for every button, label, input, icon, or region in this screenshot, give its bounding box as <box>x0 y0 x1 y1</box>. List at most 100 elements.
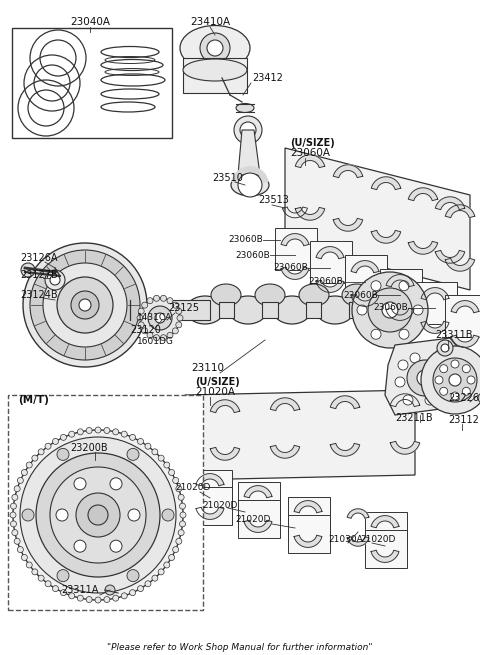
Ellipse shape <box>236 103 254 113</box>
Circle shape <box>104 428 110 434</box>
Ellipse shape <box>180 26 250 71</box>
Polygon shape <box>421 321 449 333</box>
Bar <box>310 241 352 283</box>
Polygon shape <box>386 274 414 287</box>
Circle shape <box>155 313 165 323</box>
Circle shape <box>437 340 453 356</box>
Text: 1601DG: 1601DG <box>137 337 174 346</box>
Circle shape <box>382 302 398 318</box>
Circle shape <box>368 288 412 332</box>
Bar <box>238 482 280 520</box>
Circle shape <box>127 449 139 460</box>
Bar <box>288 515 330 553</box>
Circle shape <box>79 299 91 311</box>
Circle shape <box>207 40 223 56</box>
Circle shape <box>113 595 119 601</box>
Circle shape <box>121 593 127 599</box>
Circle shape <box>160 295 167 301</box>
Polygon shape <box>285 148 470 290</box>
Circle shape <box>77 429 84 435</box>
Circle shape <box>180 503 186 509</box>
Circle shape <box>403 395 413 405</box>
Bar <box>8 395 203 610</box>
Circle shape <box>52 438 59 444</box>
Polygon shape <box>130 300 210 320</box>
Circle shape <box>371 281 381 291</box>
Circle shape <box>50 467 146 563</box>
Circle shape <box>52 586 59 591</box>
Circle shape <box>177 315 183 321</box>
Text: 23060B: 23060B <box>273 263 308 272</box>
Circle shape <box>57 449 69 460</box>
Circle shape <box>154 295 159 301</box>
Text: (U/SIZE): (U/SIZE) <box>195 377 240 387</box>
Text: "Please refer to Work Shop Manual for further information": "Please refer to Work Shop Manual for fu… <box>107 643 373 652</box>
Text: 23200B: 23200B <box>70 443 108 453</box>
Circle shape <box>113 429 119 435</box>
Polygon shape <box>421 288 449 300</box>
Circle shape <box>168 555 175 561</box>
Circle shape <box>240 122 256 138</box>
Polygon shape <box>244 485 272 498</box>
Polygon shape <box>210 447 240 460</box>
Text: 23040A: 23040A <box>70 17 110 27</box>
Circle shape <box>110 478 122 490</box>
Bar <box>275 228 317 270</box>
Polygon shape <box>244 520 272 533</box>
Circle shape <box>21 263 35 277</box>
Circle shape <box>167 332 173 339</box>
Circle shape <box>371 329 381 339</box>
Circle shape <box>352 272 428 348</box>
Circle shape <box>168 470 175 476</box>
Circle shape <box>13 430 183 600</box>
Circle shape <box>43 263 127 347</box>
Circle shape <box>11 521 16 527</box>
Polygon shape <box>330 396 360 409</box>
Circle shape <box>36 453 160 577</box>
Circle shape <box>22 555 27 561</box>
Text: 23060B: 23060B <box>343 291 378 299</box>
Polygon shape <box>219 302 234 318</box>
Circle shape <box>57 277 113 333</box>
Circle shape <box>158 569 164 575</box>
Circle shape <box>17 477 24 483</box>
Circle shape <box>413 305 423 315</box>
Polygon shape <box>196 474 224 486</box>
Text: 23211B: 23211B <box>395 413 432 423</box>
Text: 23060B: 23060B <box>373 303 408 312</box>
Circle shape <box>167 297 173 304</box>
Polygon shape <box>435 196 465 210</box>
Text: 23510: 23510 <box>212 173 243 183</box>
Text: 21020D: 21020D <box>175 483 210 493</box>
Text: 23060B: 23060B <box>228 236 263 244</box>
Circle shape <box>176 308 182 314</box>
Text: (U/SIZE): (U/SIZE) <box>290 138 335 148</box>
Text: 23125: 23125 <box>168 303 199 313</box>
Polygon shape <box>231 166 269 183</box>
Circle shape <box>10 512 16 518</box>
Circle shape <box>200 33 230 63</box>
Circle shape <box>467 376 475 384</box>
Text: 21030A: 21030A <box>328 536 363 544</box>
Polygon shape <box>316 247 344 259</box>
Circle shape <box>176 486 182 492</box>
Circle shape <box>451 392 459 400</box>
Ellipse shape <box>299 284 329 306</box>
Circle shape <box>478 393 480 403</box>
Text: 21020D: 21020D <box>235 515 270 525</box>
Circle shape <box>145 443 151 449</box>
Circle shape <box>433 358 477 402</box>
Circle shape <box>357 305 367 315</box>
Circle shape <box>22 509 34 521</box>
Circle shape <box>26 462 32 468</box>
Circle shape <box>110 540 122 552</box>
Circle shape <box>462 365 470 373</box>
Bar <box>238 500 280 538</box>
Circle shape <box>137 586 144 591</box>
Circle shape <box>180 512 186 518</box>
Circle shape <box>32 569 38 575</box>
Polygon shape <box>262 302 278 318</box>
Circle shape <box>121 431 127 437</box>
Circle shape <box>12 530 18 536</box>
Polygon shape <box>347 536 369 546</box>
